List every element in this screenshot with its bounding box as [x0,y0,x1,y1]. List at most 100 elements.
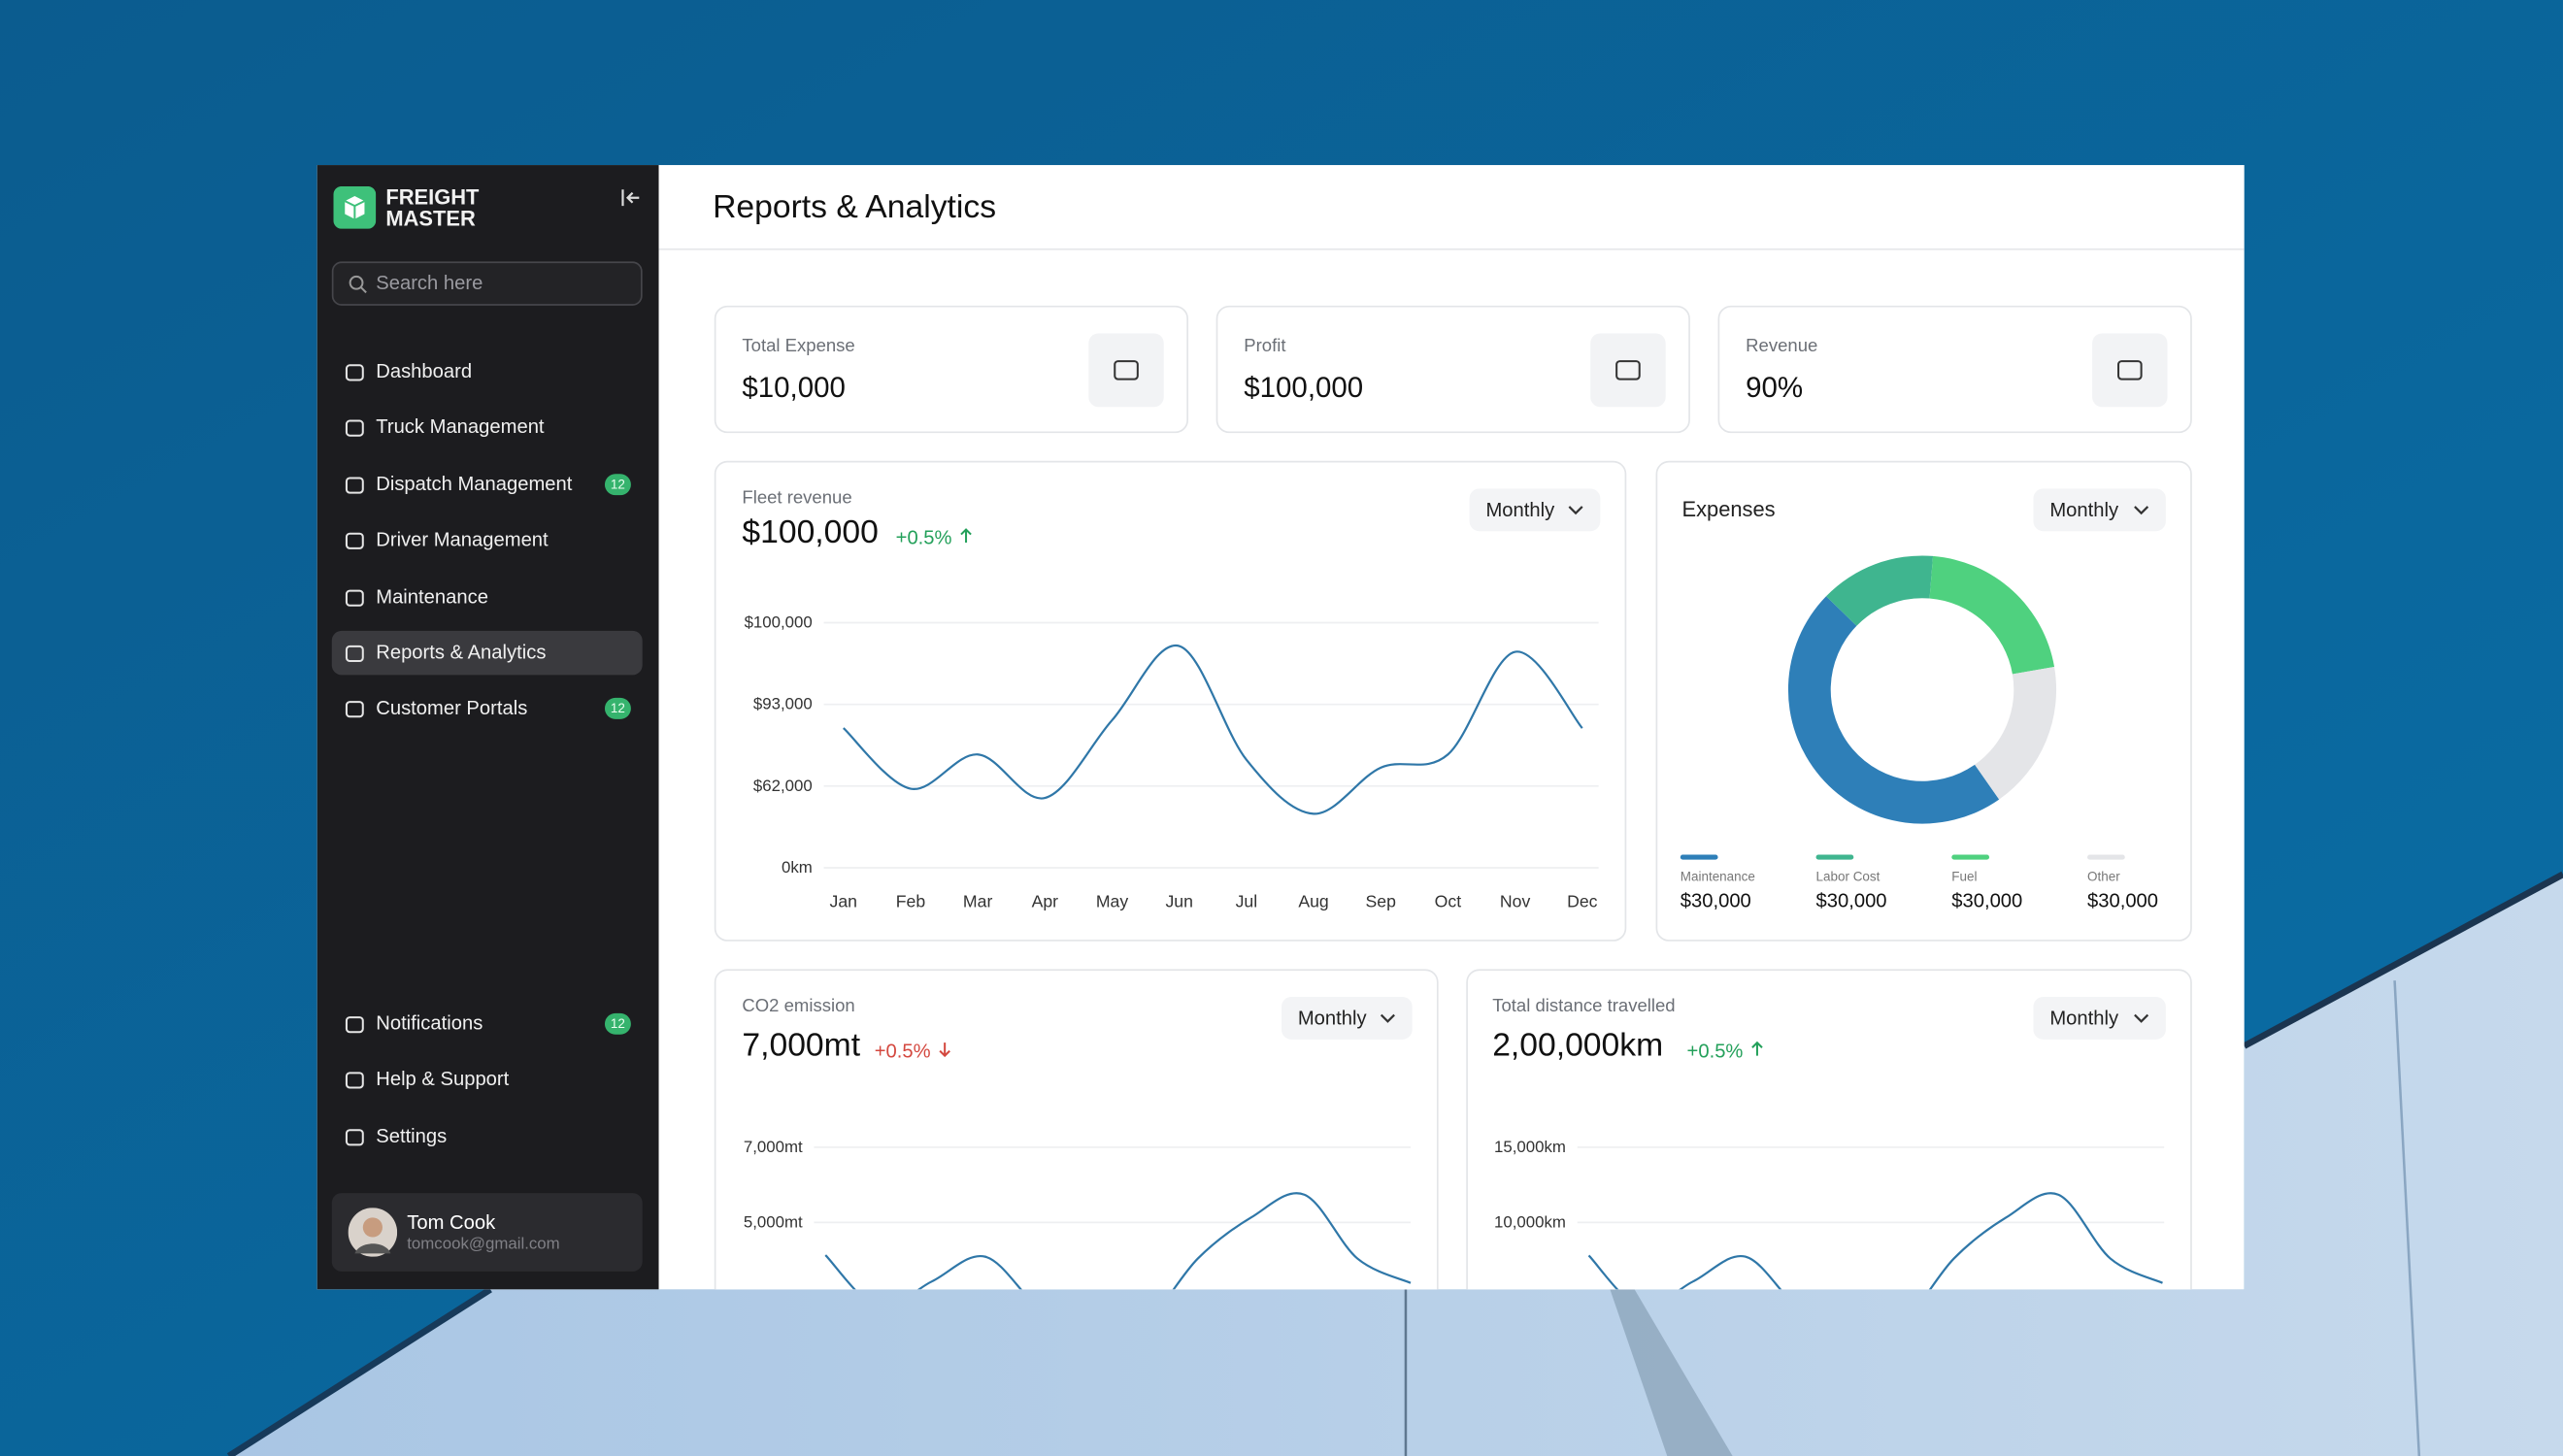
nav-icon [345,420,364,438]
nav-label: Reports & Analytics [376,640,547,664]
stat-icon [1590,333,1666,408]
nav-icon [345,1128,364,1146]
nav-item[interactable]: Dashboard [332,349,643,393]
chevron [2134,1013,2149,1023]
nav-badge: 12 [604,698,631,720]
x-tick-label: Mar [963,891,993,910]
nav-item[interactable]: Settings [332,1114,643,1158]
legend-name: Fuel [1951,869,1977,883]
chevron [1568,506,1583,515]
line-series [824,1192,1412,1290]
arrow [1751,1041,1764,1056]
period-label: Monthly [1485,498,1555,522]
nav-item[interactable]: Reports & Analytics [331,630,643,676]
user-name: Tom Cook [407,1210,496,1235]
icon [1615,360,1641,381]
line-series [1587,1192,2163,1290]
chevron-icon [2134,506,2149,515]
x-tick-label: Nov [1500,891,1531,910]
nav-label: Driver Management [376,528,549,551]
collapse-button[interactable] [619,186,643,210]
change-text: +0.5% [874,1039,931,1063]
search-icon [349,275,367,294]
expenses-card: Expenses Monthly [1655,460,2192,942]
icon [2117,360,2143,381]
x-tick-label: Apr [1032,891,1059,910]
nav-icon [345,364,364,381]
metric-value: 2,00,000km [1492,1028,1664,1065]
period-dropdown[interactable]: Monthly [2033,488,2166,532]
distance-card: Total distance travelled 2,00,000km +0.5… [1466,969,2192,1290]
period-dropdown[interactable]: Monthly [1469,488,1601,532]
period-label: Monthly [1297,1007,1367,1030]
legend-swatch [2087,854,2125,860]
metric-value: 7,000mt [742,1028,861,1065]
nav-icon [345,533,364,550]
icon-shape [1615,360,1641,381]
nav-item[interactable]: Help & Support [332,1058,643,1102]
x-tick-label: Jan [830,891,857,910]
stat-card: Profit $100,000 [1215,305,1690,434]
nav-item[interactable]: Dispatch Management 12 [332,462,643,506]
nav-label: Maintenance [376,584,488,608]
donut-segment [1929,555,2055,675]
donut-segment [1975,667,2057,800]
nav-icon [345,645,364,663]
sidebar: FREIGHT MASTER Search here Dashboard Truc… [316,165,659,1290]
arrow [940,1042,951,1058]
x-tick-label: May [1096,891,1129,910]
icon-shape [345,588,364,607]
period-label: Monthly [2049,498,2119,522]
period-dropdown[interactable]: Monthly [2033,997,2166,1040]
x-tick-label: Aug [1298,891,1328,910]
trend-arrow [1751,1041,1764,1056]
y-tick-label: 10,000km [1494,1212,1566,1231]
nav-item[interactable]: Customer Portals 12 [332,687,643,731]
stat-label: Total Expense [742,336,855,357]
search-box[interactable]: Search here [331,261,643,306]
legend-swatch [1680,854,1718,860]
icon [1114,360,1139,381]
card-title: Expenses [1681,496,1776,522]
stat-label: Profit [1244,336,1286,357]
y-tick-label: 15,000km [1494,1138,1566,1156]
charts: 0km $62,000 $93,000 $100,000 Jan Feb Mar Apr May… [744,555,2165,1290]
nav-icon [345,1016,364,1034]
metric-label: Total distance travelled [1492,997,1676,1017]
nav-item[interactable]: Driver Management [332,518,643,562]
stat-value: $10,000 [742,371,846,404]
nav-label: Dashboard [376,359,473,382]
x-tick-label: Oct [1435,891,1462,910]
nav-label: Truck Management [376,415,545,439]
legend-amount: $30,000 [1681,890,1751,911]
nav-item[interactable]: Notifications 12 [332,1002,643,1045]
icon-shape [345,533,364,550]
logo [333,185,377,229]
legend-swatch [1951,854,1990,860]
legend-name: Other [2087,869,2120,883]
x-tick-label: Feb [896,891,926,910]
app-window: FREIGHT MASTER Search here Dashboard Truc… [316,165,2245,1290]
metric-label: CO2 emission [742,997,855,1017]
legend-amount: $30,000 [2087,890,2158,911]
period-dropdown[interactable]: Monthly [1281,997,1413,1040]
metric-label: Fleet revenue [742,488,852,509]
x-tick-label: Dec [1567,891,1598,910]
y-tick-label: 5,000mt [744,1212,803,1231]
stat-card: Total Expense $10,000 [714,305,1189,434]
icon-shape [345,645,364,663]
nav-item[interactable]: Truck Management [332,406,643,449]
nav-label: Settings [376,1124,448,1147]
metric-change: +0.5% [874,1039,953,1063]
user-card[interactable]: Tom Cook tomcook@gmail.com [331,1193,643,1272]
stat-label: Revenue [1746,336,1818,357]
nav-item[interactable]: Maintenance [332,575,643,618]
legend-amount: $30,000 [1816,890,1887,911]
brand-line: MASTER [385,206,476,231]
change-text: +0.5% [1686,1039,1744,1063]
divider [658,248,2245,250]
icon-shape [345,1072,364,1090]
legend-name: Labor Cost [1816,869,1881,883]
legend-amount: $30,000 [1951,890,2022,911]
metric-value: $100,000 [742,514,879,551]
